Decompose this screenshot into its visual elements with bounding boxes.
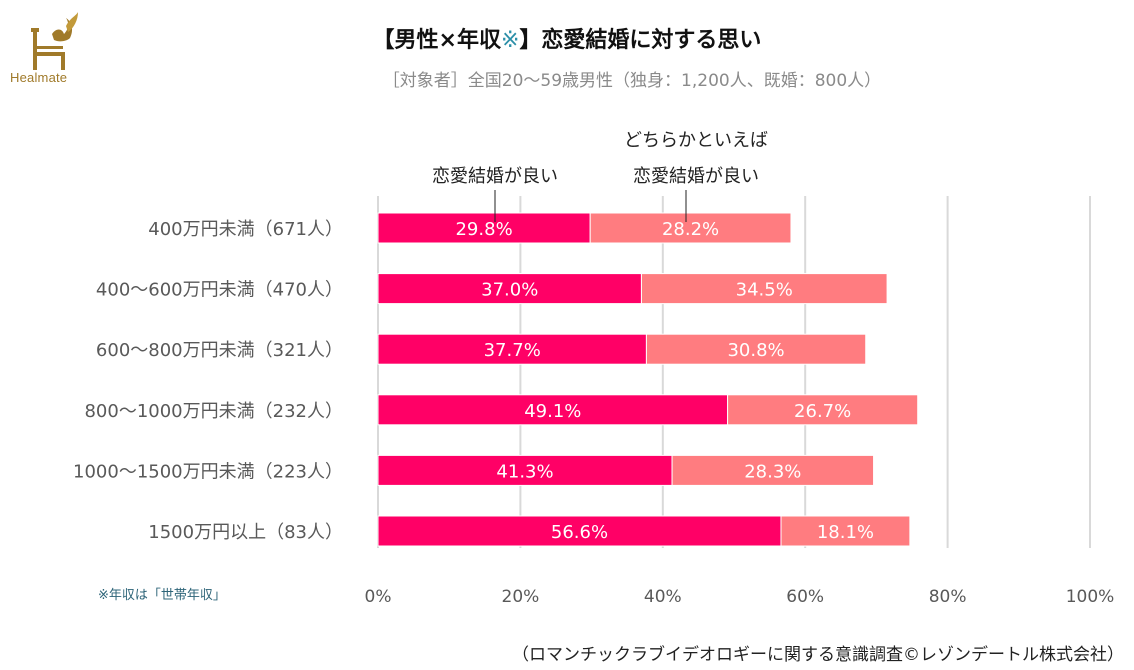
source-credit: （ロマンチックラブイデオロギーに関する意識調査©レゾンデートル株式会社）: [512, 645, 1124, 665]
bar-segment-rather-love-marriage: [671, 454, 875, 486]
category-label: 800～1000万円未満（232人）: [84, 401, 343, 422]
data-label: 34.5%: [736, 280, 793, 301]
data-label: 26.7%: [794, 401, 851, 422]
bar-segment-love-marriage: [377, 454, 673, 486]
category-label: 400～600万円未満（470人）: [96, 280, 343, 301]
data-label: 41.3%: [496, 461, 553, 482]
bar-segment-love-marriage: [377, 212, 591, 244]
bar-segment-rather-love-marriage: [589, 212, 792, 244]
x-tick-label: 80%: [929, 587, 967, 607]
bar-segment-rather-love-marriage: [640, 273, 888, 305]
brand-name: Healmate: [10, 70, 68, 85]
category-label: 1000～1500万円未満（223人）: [73, 461, 343, 482]
healmate-logo-icon: [31, 12, 78, 70]
data-label: 18.1%: [817, 522, 874, 543]
bar-segment-rather-love-marriage: [645, 333, 867, 365]
data-label: 28.3%: [744, 461, 801, 482]
healmate-logo: [6, 8, 96, 88]
data-label: 28.2%: [662, 219, 719, 240]
category-label: 400万円未満（671人）: [148, 219, 343, 240]
x-tick-label: 60%: [786, 587, 824, 607]
x-tick-label: 20%: [502, 587, 540, 607]
bar-segment-love-marriage: [377, 515, 782, 547]
title-note-mark: ※: [500, 28, 520, 53]
chart-subtitle: ［対象者］全国20～59歳男性（独身：1,200人、既婚：800人）: [382, 71, 882, 91]
bar-segment-love-marriage: [377, 333, 647, 365]
bar-segment-rather-love-marriage: [727, 394, 919, 426]
chart-title: 【男性×年収※】恋愛結婚に対する思い: [0, 22, 1134, 54]
category-label: 600～800万円未満（321人）: [96, 340, 343, 361]
bar-segment-love-marriage: [377, 394, 729, 426]
legend-love-marriage: 恋愛結婚が良い: [432, 165, 558, 187]
title-suffix: 】恋愛結婚に対する思い: [519, 28, 762, 53]
data-label: 29.8%: [455, 219, 512, 240]
data-label: 37.7%: [484, 340, 541, 361]
x-tick-label: 0%: [365, 587, 392, 607]
x-tick-label: 100%: [1066, 587, 1115, 607]
data-label: 30.8%: [727, 340, 784, 361]
title-prefix: 【男性×年収: [372, 28, 501, 53]
legend-rather-line2: 恋愛結婚が良い: [633, 165, 759, 187]
x-tick-label: 40%: [644, 587, 682, 607]
legend-rather-line1: どちらかといえば: [624, 130, 768, 151]
bar-segment-rather-love-marriage: [780, 515, 911, 547]
category-label: 1500万円以上（83人）: [148, 522, 343, 543]
data-label: 49.1%: [524, 401, 581, 422]
data-label: 37.0%: [481, 280, 538, 301]
data-label: 56.6%: [551, 522, 608, 543]
income-footnote: ※年収は「世帯年収」: [98, 588, 226, 603]
